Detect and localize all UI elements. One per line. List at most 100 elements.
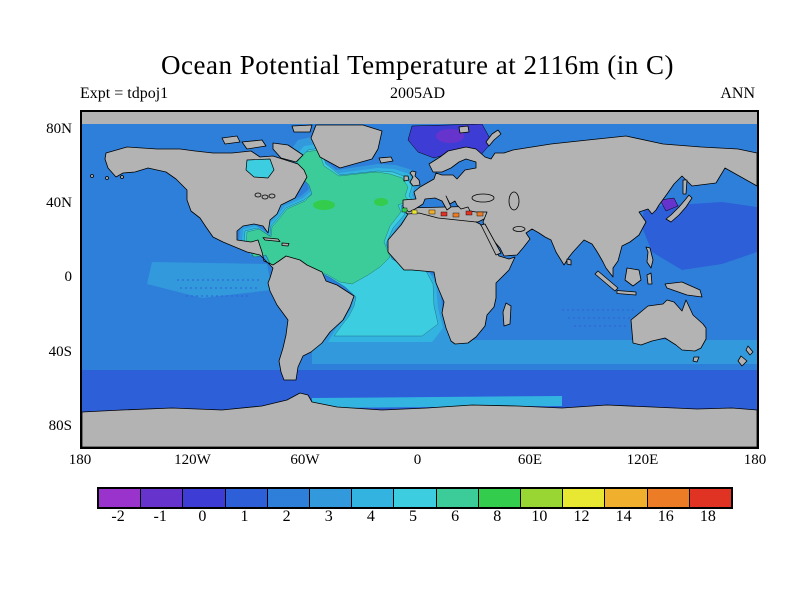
aleutian-island-2	[105, 176, 109, 180]
red-sea	[480, 223, 502, 256]
gibraltar-outflow-spot	[401, 207, 408, 213]
colorbar-tick-label: 3	[324, 508, 333, 525]
baffin-island	[272, 142, 304, 163]
tasmania	[692, 356, 700, 363]
victoria-island	[241, 139, 267, 150]
colorbar-tick-label: 16	[657, 508, 674, 525]
colorbar-segment	[225, 489, 268, 507]
colorbar-segment	[183, 489, 226, 507]
lon-tick-label: 120W	[174, 452, 211, 468]
colorbar-segment	[689, 489, 732, 507]
arctic-cold-core	[436, 129, 464, 143]
colorbar-tick-label: 1	[240, 508, 249, 525]
new-zealand-south	[737, 355, 748, 367]
med-spot-4	[452, 212, 460, 218]
colorbar-tick-label: 2	[282, 508, 291, 525]
colorbar-tick-label: -1	[153, 508, 167, 525]
caspian-sea	[508, 191, 520, 211]
hudson-bay-warm-patch	[245, 158, 275, 179]
colorbar-segment	[563, 489, 606, 507]
aleutian-island-1	[90, 174, 94, 178]
colorbar-labels: -2 -1 0 1 2 3 4 5 6 8 10 12 14 16 18	[97, 508, 729, 528]
sumatra	[594, 270, 619, 292]
greenland	[310, 124, 383, 169]
period-label: ANN	[720, 85, 755, 102]
cuba	[262, 237, 281, 242]
lon-tick-label: 120E	[626, 452, 659, 468]
madagascar	[502, 302, 512, 327]
east-pacific-tropical-zone	[147, 262, 272, 298]
lat-tick-label: 80N	[46, 121, 72, 137]
colorbar-tick-label: 0	[198, 508, 207, 525]
colorbar-tick-label: 14	[615, 508, 632, 525]
great-lakes-mid	[261, 194, 269, 200]
black-sea	[471, 193, 495, 203]
colorbar-segment	[394, 489, 437, 507]
colorbar-tick-label: 12	[573, 508, 590, 525]
svalbard-island	[458, 125, 470, 134]
colorbar-tick-label: 8	[493, 508, 502, 525]
date-label: 2005AD	[389, 85, 446, 102]
colorbar-tick-label: 6	[451, 508, 460, 525]
colorbar-tick-label: 18	[699, 508, 716, 525]
colorbar	[97, 487, 733, 509]
med-spot-2	[428, 209, 436, 215]
java	[616, 290, 637, 296]
japan	[665, 194, 693, 223]
colorbar-segment	[647, 489, 690, 507]
banks-island	[221, 135, 241, 145]
map-frame	[80, 110, 759, 449]
iceland	[378, 156, 394, 164]
colorbar-segment	[141, 489, 184, 507]
australia	[630, 299, 707, 352]
americas	[104, 146, 355, 381]
azores-green-spot	[374, 198, 388, 206]
contour-stipple-south-indian	[562, 309, 637, 327]
antarctic-coastal-strip	[312, 396, 562, 408]
colorbar-tick-label: 5	[409, 508, 417, 525]
aleutian-island-3	[120, 175, 124, 179]
philippines	[645, 246, 654, 269]
colorbar-segment	[478, 489, 522, 507]
sri-lanka	[566, 258, 572, 266]
lon-tick-label: 0	[413, 452, 422, 468]
persian-gulf	[512, 226, 526, 232]
colorbar-segment	[99, 489, 142, 507]
contour-stipple-east-pacific	[177, 279, 262, 297]
great-lakes-east	[268, 193, 276, 199]
ireland	[403, 175, 410, 182]
colorbar-segment	[267, 489, 311, 507]
sea-of-japan-cold-patch	[659, 197, 679, 212]
lat-tick-label: 40N	[46, 195, 72, 211]
lat-tick-label: 80S	[48, 418, 72, 434]
lon-tick-label: 60E	[517, 452, 543, 468]
lon-tick-label: 180	[743, 452, 767, 468]
great-britain	[409, 170, 421, 187]
novaya-zemlya-island	[485, 129, 502, 147]
colorbar-segment	[436, 489, 479, 507]
new-guinea	[664, 281, 703, 298]
med-spot-6	[476, 211, 484, 217]
north-atlantic-green-patch	[245, 149, 410, 285]
gulf-stream-green-spot	[313, 200, 335, 210]
lon-tick-label: 180	[68, 452, 92, 468]
great-lakes-west	[254, 192, 262, 198]
med-spot-5	[465, 210, 473, 216]
lat-tick-label: 0	[64, 269, 73, 285]
world-map-canvas	[82, 112, 757, 447]
colorbar-tick-label: 4	[366, 508, 375, 525]
colorbar-segment	[352, 489, 395, 507]
colorbar-tick-label: 10	[531, 508, 548, 525]
antarctica	[82, 392, 757, 447]
figure-title: Ocean Potential Temperature at 2116m (in…	[161, 50, 674, 80]
arctic-ice-band	[82, 112, 757, 124]
sulawesi	[646, 272, 653, 285]
sakhalin-island	[682, 179, 688, 195]
lat-tick-label: 40S	[48, 344, 72, 360]
med-spot-1	[411, 209, 418, 215]
lon-tick-label: 60W	[290, 452, 320, 468]
mediterranean-warm-spots	[401, 207, 484, 218]
colorbar-segment	[521, 489, 564, 507]
colorbar-tick-label: -2	[111, 508, 125, 525]
